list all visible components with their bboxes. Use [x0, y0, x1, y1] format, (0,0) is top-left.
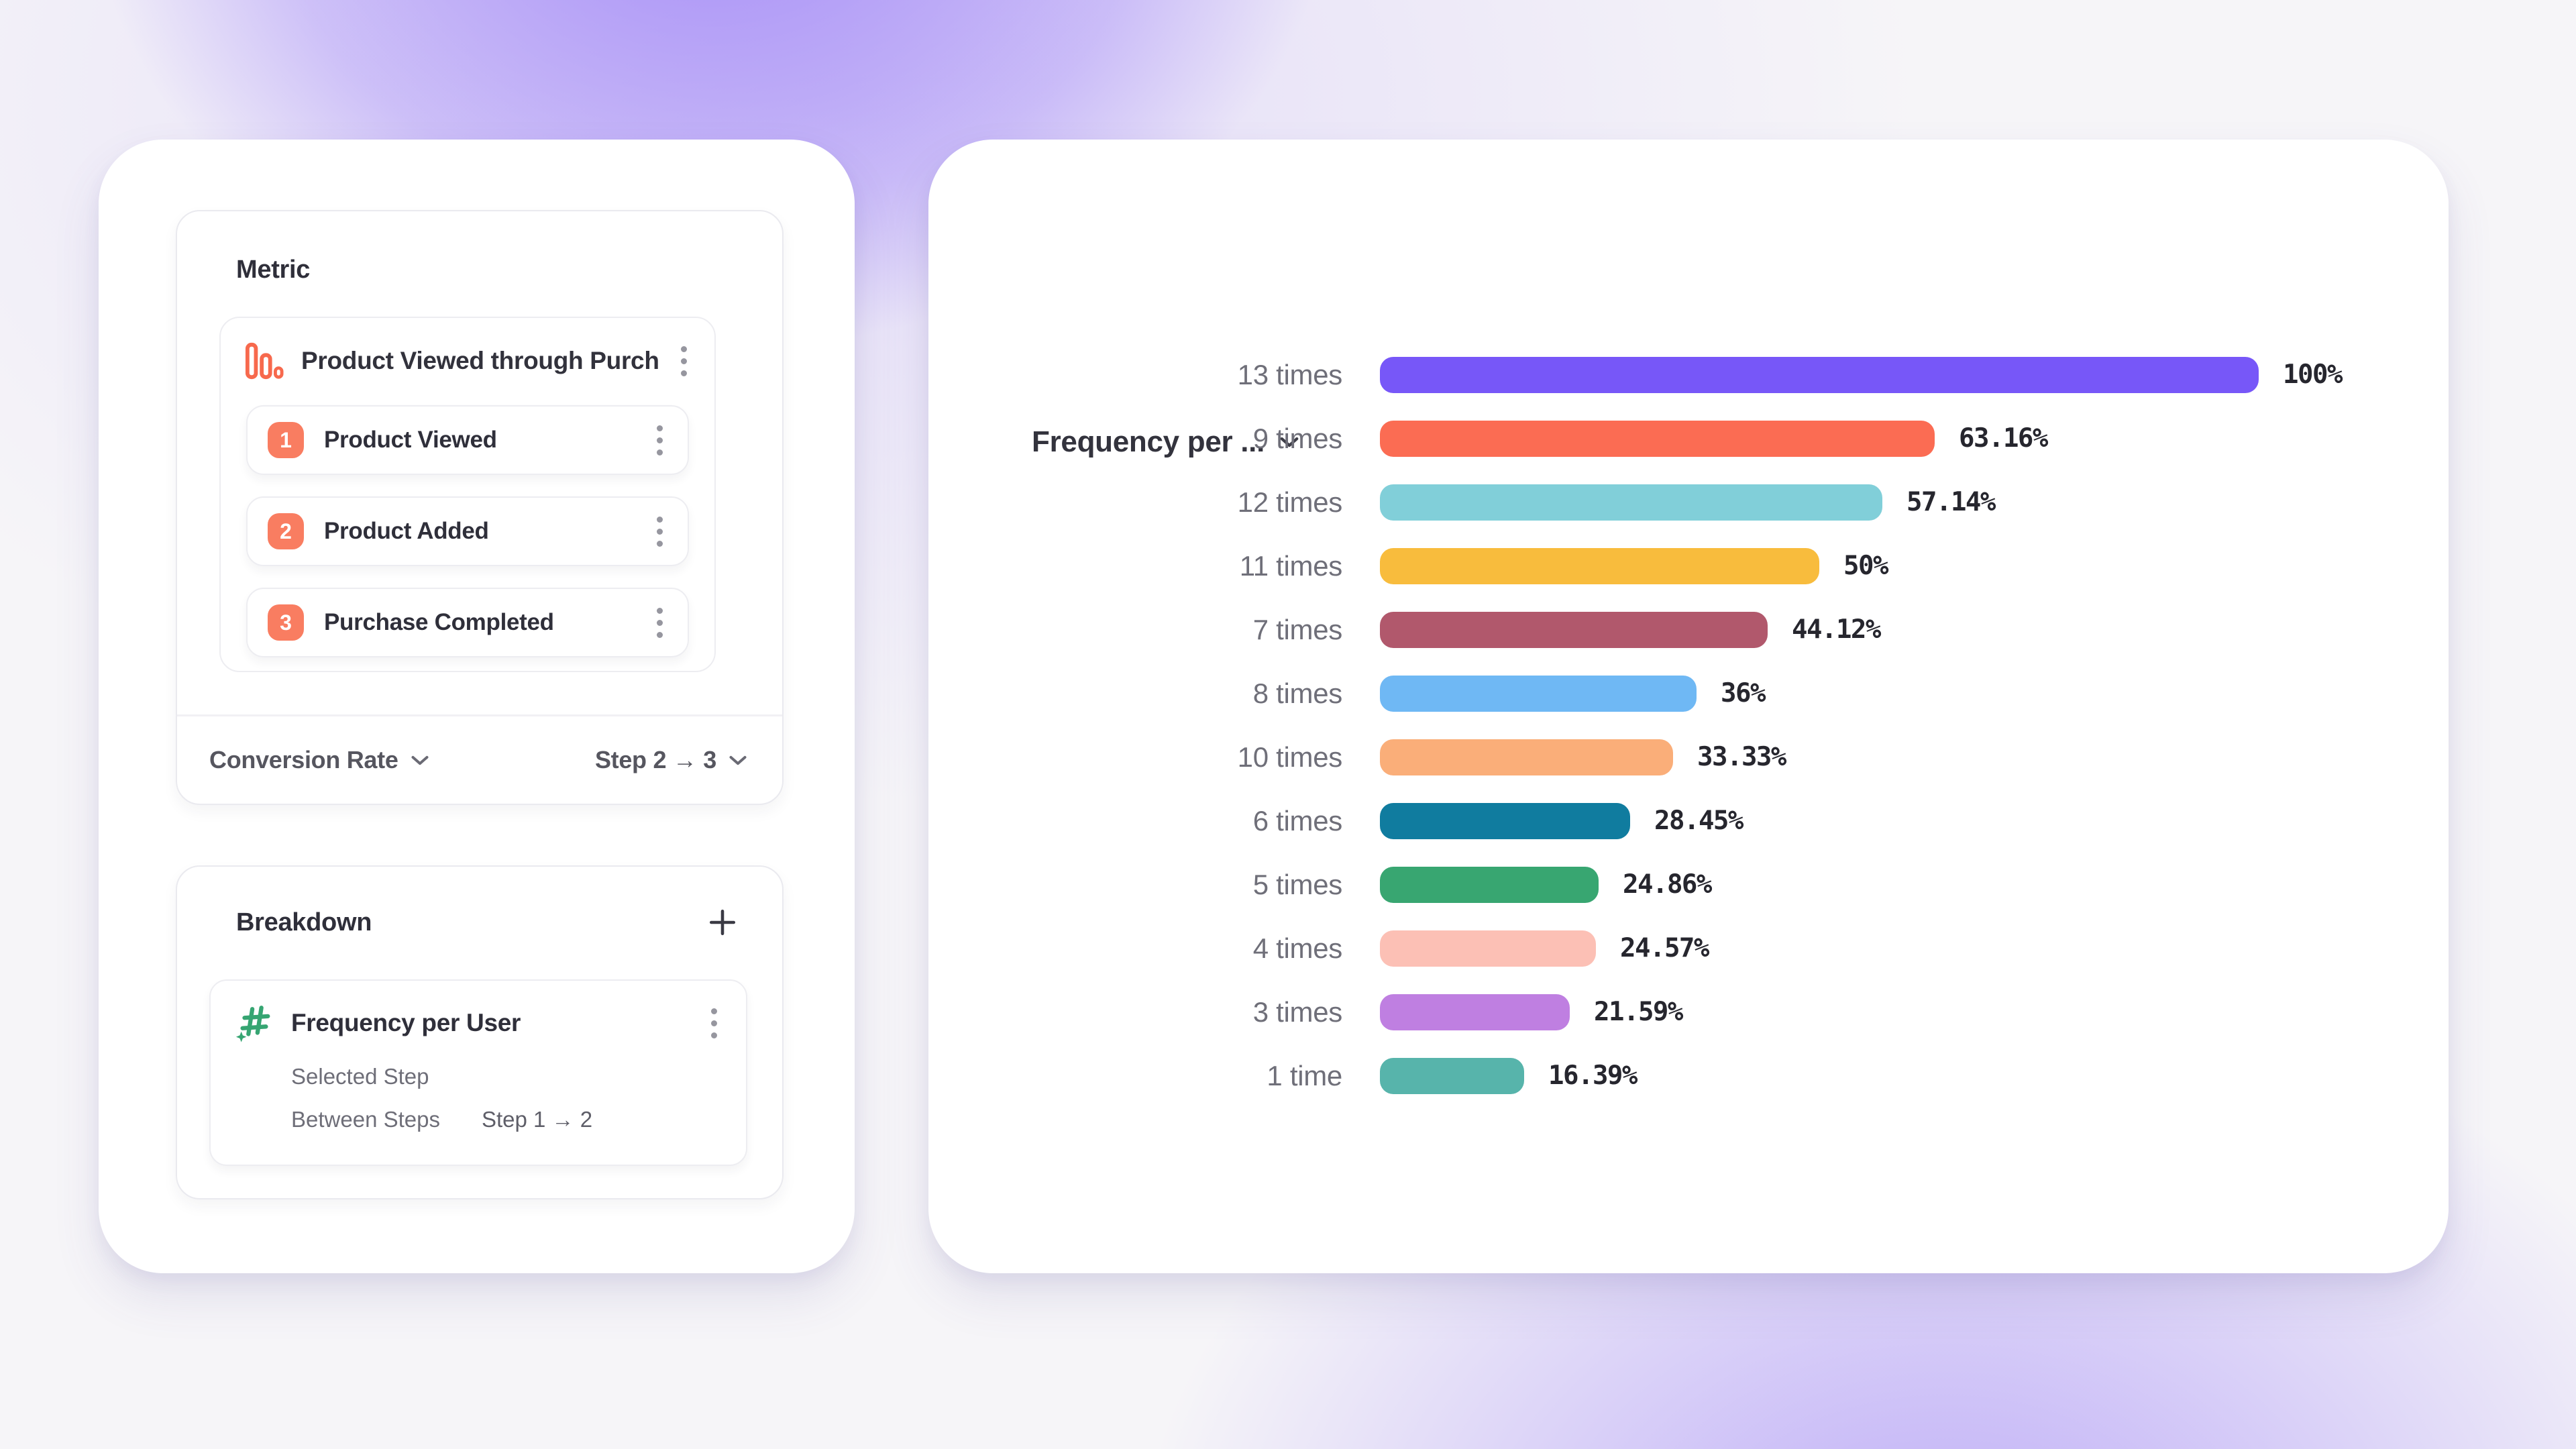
step-event-label: Product Viewed — [324, 427, 497, 453]
step-range-dropdown[interactable]: Step 2 → 3 — [595, 746, 747, 774]
step-number-badge: 2 — [268, 513, 304, 549]
category-column-header: Frequency per ... — [1032, 425, 1265, 458]
chart-row: 1 time 16.39% — [928, 1044, 2449, 1108]
bar-category-label: 1 time — [1267, 1059, 1342, 1091]
funnel-step-row[interactable]: 2 Product Added — [246, 496, 689, 566]
metric-section: Metric Product Viewed through Purch... 1… — [176, 210, 784, 805]
chart-row: 4 times 24.57% — [928, 916, 2449, 980]
bar-category-label: 3 times — [1252, 996, 1343, 1028]
step-number-badge: 1 — [268, 422, 304, 458]
bar-category-label: 8 times — [1252, 677, 1343, 709]
bar-category-label: 5 times — [1252, 868, 1343, 900]
chart-row: 7 times 44.12% — [928, 598, 2449, 661]
bar-category-label: 4 times — [1252, 932, 1343, 964]
bar[interactable] — [1380, 547, 1819, 584]
chart-rows: 13 times 100% 9 times 63.16% 12 times 57.14% 1… — [928, 343, 2449, 1108]
bar-category-label: 11 times — [1239, 549, 1343, 582]
selected-step-label: Selected Step — [291, 1064, 429, 1089]
bar[interactable] — [1380, 1057, 1524, 1094]
funnel-steps: 1 Product Viewed 2 Product Added 3 Purchase C… — [221, 386, 714, 657]
bar[interactable] — [1380, 675, 1697, 712]
bar-category-label: 6 times — [1252, 804, 1343, 837]
between-steps-row[interactable]: Between Steps Step 1 → 2 — [291, 1107, 722, 1132]
metric-section-title: Metric — [236, 256, 311, 284]
kebab-menu-icon[interactable] — [651, 513, 667, 551]
kebab-menu-icon[interactable] — [706, 1004, 722, 1042]
bar[interactable] — [1380, 866, 1599, 903]
add-breakdown-button[interactable] — [707, 907, 738, 938]
bar-value-label: 24.86% — [1623, 869, 1712, 900]
conversion-rate-dropdown[interactable]: Conversion Rate — [209, 746, 429, 774]
bar-value-label: 36% — [1721, 678, 1766, 708]
step-range-label: Step 2 → 3 — [594, 746, 716, 773]
funnel-chart-icon — [245, 341, 284, 380]
bar-value-label: 28.45% — [1654, 806, 1743, 836]
bar[interactable] — [1380, 739, 1673, 775]
between-steps-label: Between Steps — [291, 1107, 440, 1132]
conversion-rate-label: Conversion Rate — [209, 746, 398, 773]
chart-row: 11 times 50% — [928, 534, 2449, 598]
kebab-menu-icon[interactable] — [651, 604, 667, 642]
bar-value-label: 24.57% — [1620, 933, 1709, 963]
breakdown-section: Breakdown — [176, 865, 784, 1199]
funnel-name: Product Viewed through Purch... — [301, 347, 658, 374]
bar-category-label: 13 times — [1237, 358, 1343, 390]
chart-row: 5 times 24.86% — [928, 853, 2449, 916]
funnel-step-row[interactable]: 1 Product Viewed — [246, 405, 689, 475]
bar[interactable] — [1380, 356, 2259, 393]
chart-row: 6 times 28.45% — [928, 789, 2449, 853]
chart-row: 8 times 36% — [928, 661, 2449, 725]
breakdown-item[interactable]: Frequency per User Selected Step Between… — [209, 979, 747, 1166]
bar-category-label: 10 times — [1237, 741, 1343, 773]
metric-footer: Conversion Rate Step 2 → 3 — [177, 714, 782, 804]
funnel-step-row[interactable]: 3 Purchase Completed — [246, 588, 689, 657]
bar-value-label: 44.12% — [1792, 614, 1881, 645]
bar-value-label: 63.16% — [1959, 423, 2048, 453]
numeric-property-icon — [235, 1004, 274, 1042]
selected-step-row[interactable]: Selected Step — [291, 1064, 722, 1089]
bar[interactable] — [1380, 802, 1630, 839]
bar-category-label: 9 times — [1252, 422, 1343, 454]
bar-category-label: 12 times — [1237, 486, 1343, 518]
between-steps-value: Step 1 → 2 — [481, 1107, 593, 1132]
step-event-label: Purchase Completed — [324, 609, 554, 635]
chart-row: 13 times 100% — [928, 343, 2449, 407]
chart-row: 3 times 21.59% — [928, 980, 2449, 1044]
bar[interactable] — [1380, 930, 1596, 967]
chart-row: 12 times 57.14% — [928, 470, 2449, 534]
funnel-group: Product Viewed through Purch... 1 Product… — [219, 317, 716, 672]
bar-value-label: 33.33% — [1697, 742, 1786, 772]
bar-category-label: 7 times — [1252, 613, 1343, 645]
bar[interactable] — [1380, 420, 1935, 457]
step-event-label: Product Added — [324, 518, 489, 544]
category-column-dropdown[interactable]: Frequency per ... — [1032, 425, 1299, 459]
query-builder-panel: Metric Product Viewed through Purch... 1… — [99, 140, 855, 1273]
chart-row: 9 times 63.16% — [928, 407, 2449, 470]
kebab-menu-icon[interactable] — [651, 421, 667, 460]
chevron-down-icon — [729, 755, 747, 766]
bar[interactable] — [1380, 611, 1768, 648]
kebab-menu-icon[interactable] — [676, 342, 692, 380]
bar-value-label: 21.59% — [1594, 997, 1683, 1027]
chevron-down-icon — [1279, 436, 1299, 448]
funnel-parent-row[interactable]: Product Viewed through Purch... — [221, 318, 714, 386]
breakdown-section-title: Breakdown — [236, 908, 372, 936]
chevron-down-icon — [411, 755, 429, 766]
chart-row: 10 times 33.33% — [928, 725, 2449, 789]
step-number-badge: 3 — [268, 604, 304, 641]
bar-value-label: 57.14% — [1907, 487, 1996, 517]
bar[interactable] — [1380, 484, 1882, 521]
breakdown-property-name: Frequency per User — [291, 1009, 521, 1036]
bar-value-label: 50% — [1843, 551, 1888, 581]
bar[interactable] — [1380, 994, 1570, 1030]
bar-value-label: 16.39% — [1548, 1061, 1638, 1091]
bar-value-label: 100% — [2283, 360, 2343, 390]
